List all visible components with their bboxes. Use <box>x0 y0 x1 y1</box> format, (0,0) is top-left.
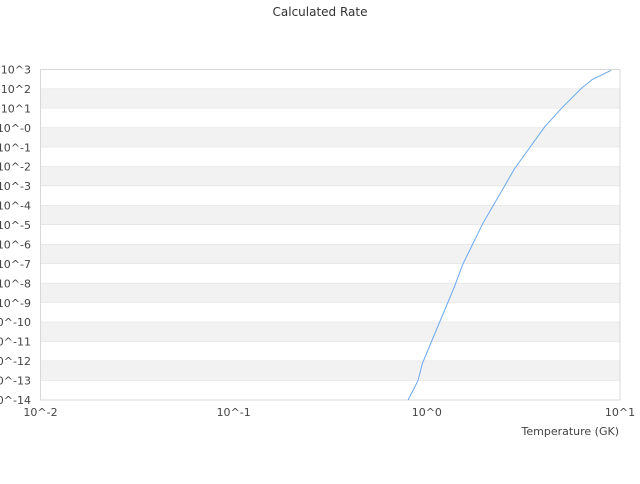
y-tick-label: 10^-1 <box>0 141 31 154</box>
grid-band <box>40 205 620 226</box>
grid-band <box>40 244 620 264</box>
grid-band <box>40 225 620 245</box>
grid-band <box>40 186 620 206</box>
grid-band <box>40 302 620 323</box>
grid-band <box>40 166 620 187</box>
grid-band <box>40 108 620 128</box>
grid-band <box>40 147 620 167</box>
x-tick-label: 10^0 <box>412 406 442 419</box>
y-tick-label: 10^-6 <box>0 238 31 251</box>
y-tick-label: 10^-5 <box>0 219 31 232</box>
y-tick-label: 10^-10 <box>0 316 31 329</box>
grid-band <box>40 341 620 362</box>
grid-band <box>40 361 620 381</box>
y-tick-label: 10^-12 <box>0 355 31 368</box>
y-tick-label: 10^-4 <box>0 200 31 213</box>
y-tick-label: 10^-14 <box>0 394 31 407</box>
chart-title: Calculated Rate <box>273 5 368 19</box>
plot-area-border <box>40 69 621 401</box>
y-tick-label: 10^-11 <box>0 336 31 349</box>
grid-band <box>40 69 620 89</box>
y-tick-label: 10^-3 <box>0 180 31 193</box>
x-tick-label: 10^-2 <box>23 406 57 419</box>
grid-band <box>40 88 620 109</box>
x-tick-label: 10^1 <box>605 406 635 419</box>
y-tick-label: 10^-9 <box>0 297 31 310</box>
y-tick-label: 10^2 <box>1 83 31 96</box>
grid-band <box>40 263 620 284</box>
y-tick-label: 10^-7 <box>0 258 31 271</box>
y-tick-label: 10^-13 <box>0 375 31 388</box>
x-axis-label: Temperature (GK) <box>521 425 620 438</box>
y-tick-label: 10^-2 <box>0 161 31 174</box>
grid-band <box>40 380 620 400</box>
y-tick-label: 10^1 <box>1 102 31 115</box>
series-line <box>407 69 612 401</box>
y-tick-label: 10^-0 <box>0 122 31 135</box>
y-tick-label: 10^3 <box>1 64 31 77</box>
grid-band <box>40 283 620 303</box>
x-tick-label: 10^-1 <box>217 406 251 419</box>
grid-band <box>40 127 620 148</box>
y-tick-label: 10^-8 <box>0 277 31 290</box>
grid-band <box>40 322 620 342</box>
